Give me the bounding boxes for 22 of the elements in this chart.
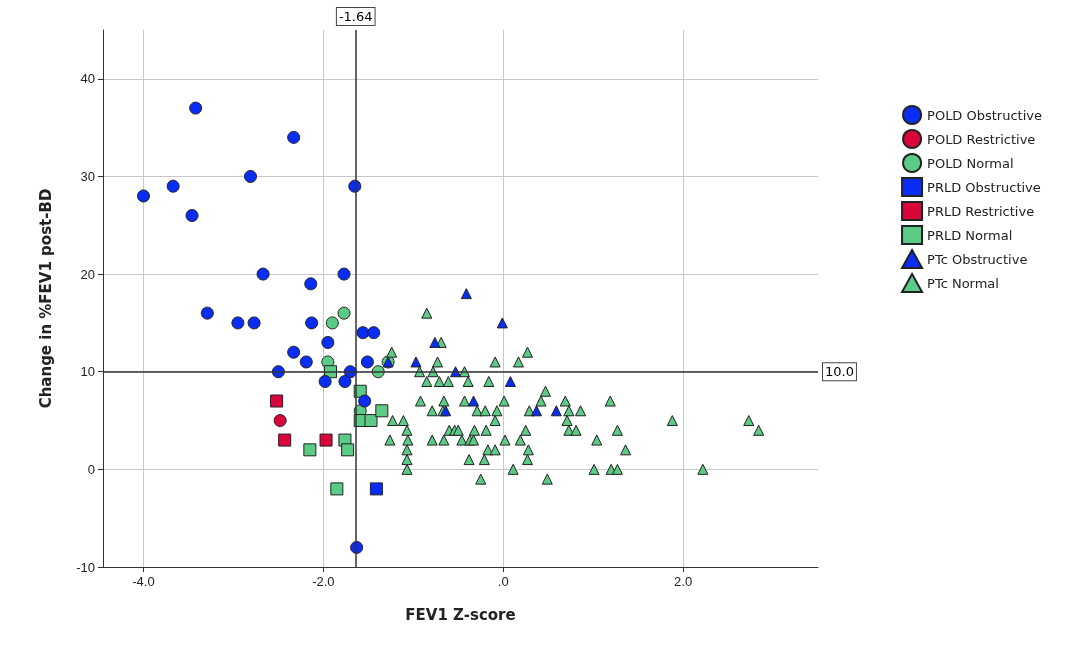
legend-label: PRLD Normal — [927, 227, 1013, 243]
legend-label: PTc Obstructive — [927, 251, 1028, 267]
legend-label: POLD Obstructive — [927, 107, 1043, 123]
ref-line-label: -1.64 — [338, 9, 373, 24]
ref-line-label: 10.0 — [825, 364, 854, 380]
legend-label: PRLD Obstructive — [927, 179, 1041, 195]
y-tick-label: 30 — [80, 168, 95, 184]
legend-label: PTc Normal — [927, 275, 999, 291]
y-tick-label: 40 — [80, 71, 95, 87]
y-tick-label: 0 — [87, 461, 95, 477]
y-tick-label: 10 — [80, 364, 95, 380]
legend-label: POLD Restrictive — [927, 131, 1036, 147]
x-axis-title: FEV1 Z-score — [405, 605, 516, 624]
y-axis-title: Change in %FEV1 post-BD — [36, 188, 55, 409]
x-tick-label: .0 — [497, 574, 509, 589]
legend-label: POLD Normal — [927, 155, 1014, 171]
x-tick-label: 2.0 — [674, 574, 693, 589]
x-tick-label: -2.0 — [312, 574, 335, 589]
legend-label: PRLD Restrictive — [927, 203, 1035, 219]
x-tick-label: -4.0 — [132, 574, 155, 589]
y-tick-label: 20 — [80, 266, 95, 282]
y-tick-label: -10 — [76, 559, 95, 575]
